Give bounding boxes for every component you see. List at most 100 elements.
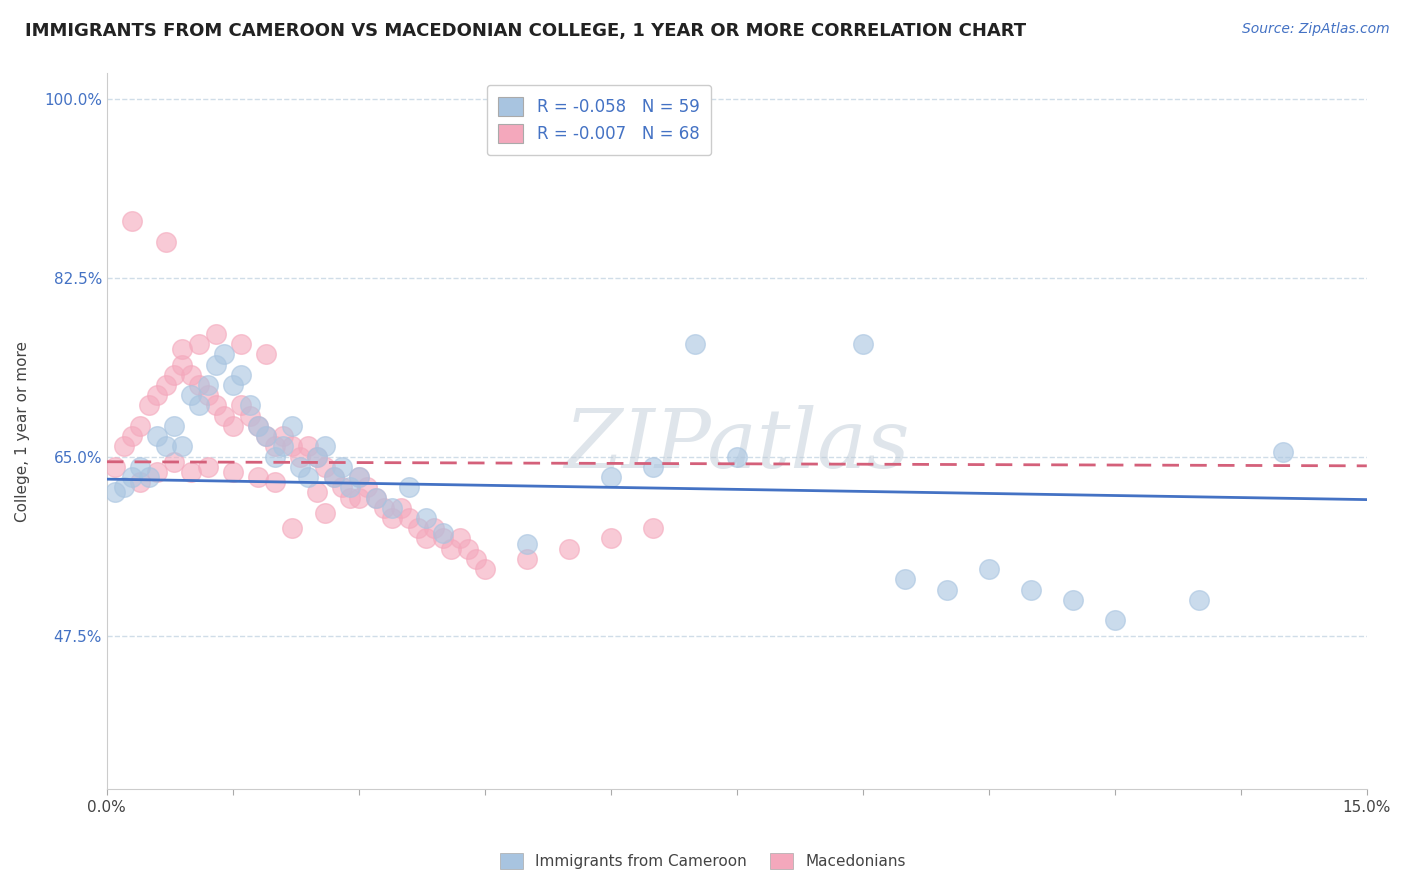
Point <box>254 429 277 443</box>
Point <box>406 521 429 535</box>
Point <box>271 429 294 443</box>
Point <box>172 439 194 453</box>
Point <box>415 511 437 525</box>
Point <box>364 491 387 505</box>
Point <box>280 419 302 434</box>
Point <box>104 485 127 500</box>
Point <box>1062 593 1084 607</box>
Point <box>322 470 344 484</box>
Point <box>852 337 875 351</box>
Point <box>465 552 488 566</box>
Legend: Immigrants from Cameroon, Macedonians: Immigrants from Cameroon, Macedonians <box>494 847 912 875</box>
Text: ZIPatlas: ZIPatlas <box>564 405 910 485</box>
Point <box>263 450 285 464</box>
Point <box>364 491 387 505</box>
Point <box>254 347 277 361</box>
Point <box>398 480 420 494</box>
Point <box>314 439 336 453</box>
Point <box>314 459 336 474</box>
Point <box>180 465 202 479</box>
Point <box>935 582 957 597</box>
Point <box>155 235 177 249</box>
Point <box>297 439 319 453</box>
Point <box>205 326 228 341</box>
Point <box>330 480 353 494</box>
Point <box>305 485 328 500</box>
Point <box>231 337 253 351</box>
Point <box>188 378 211 392</box>
Point <box>214 347 236 361</box>
Point <box>297 470 319 484</box>
Point <box>104 459 127 474</box>
Point <box>246 419 269 434</box>
Point <box>423 521 446 535</box>
Point <box>322 470 344 484</box>
Point <box>977 562 1000 576</box>
Point <box>121 429 143 443</box>
Point <box>246 419 269 434</box>
Point <box>205 358 228 372</box>
Point <box>389 500 412 515</box>
Point <box>222 378 245 392</box>
Point <box>188 337 211 351</box>
Point <box>440 541 463 556</box>
Text: IMMIGRANTS FROM CAMEROON VS MACEDONIAN COLLEGE, 1 YEAR OR MORE CORRELATION CHART: IMMIGRANTS FROM CAMEROON VS MACEDONIAN C… <box>25 22 1026 40</box>
Point <box>1271 444 1294 458</box>
Point <box>197 459 219 474</box>
Point <box>197 388 219 402</box>
Point <box>305 450 328 464</box>
Point <box>457 541 479 556</box>
Point <box>373 500 395 515</box>
Point <box>231 368 253 382</box>
Point <box>271 439 294 453</box>
Point <box>138 399 160 413</box>
Point <box>474 562 496 576</box>
Point <box>121 470 143 484</box>
Point <box>121 214 143 228</box>
Point <box>1188 593 1211 607</box>
Point <box>180 368 202 382</box>
Y-axis label: College, 1 year or more: College, 1 year or more <box>15 341 30 522</box>
Point <box>314 506 336 520</box>
Point <box>112 439 135 453</box>
Point <box>330 459 353 474</box>
Point <box>263 475 285 490</box>
Point <box>398 511 420 525</box>
Point <box>305 450 328 464</box>
Point <box>725 450 748 464</box>
Point <box>432 532 454 546</box>
Point <box>163 419 186 434</box>
Point <box>288 450 311 464</box>
Point <box>146 465 169 479</box>
Point <box>163 455 186 469</box>
Point <box>214 409 236 423</box>
Point <box>138 470 160 484</box>
Point <box>599 470 621 484</box>
Point <box>280 521 302 535</box>
Point <box>246 470 269 484</box>
Point <box>222 419 245 434</box>
Point <box>683 337 706 351</box>
Point <box>146 429 169 443</box>
Point <box>641 459 664 474</box>
Point <box>641 521 664 535</box>
Point <box>381 511 404 525</box>
Point <box>263 439 285 453</box>
Point <box>146 388 169 402</box>
Point <box>381 500 404 515</box>
Point <box>180 388 202 402</box>
Point <box>238 409 260 423</box>
Point <box>172 358 194 372</box>
Point <box>172 342 194 356</box>
Point <box>231 399 253 413</box>
Point <box>205 399 228 413</box>
Point <box>432 526 454 541</box>
Point <box>339 491 361 505</box>
Point <box>197 378 219 392</box>
Point <box>129 419 152 434</box>
Point <box>238 399 260 413</box>
Point <box>254 429 277 443</box>
Point <box>347 470 370 484</box>
Point <box>163 368 186 382</box>
Text: Source: ZipAtlas.com: Source: ZipAtlas.com <box>1241 22 1389 37</box>
